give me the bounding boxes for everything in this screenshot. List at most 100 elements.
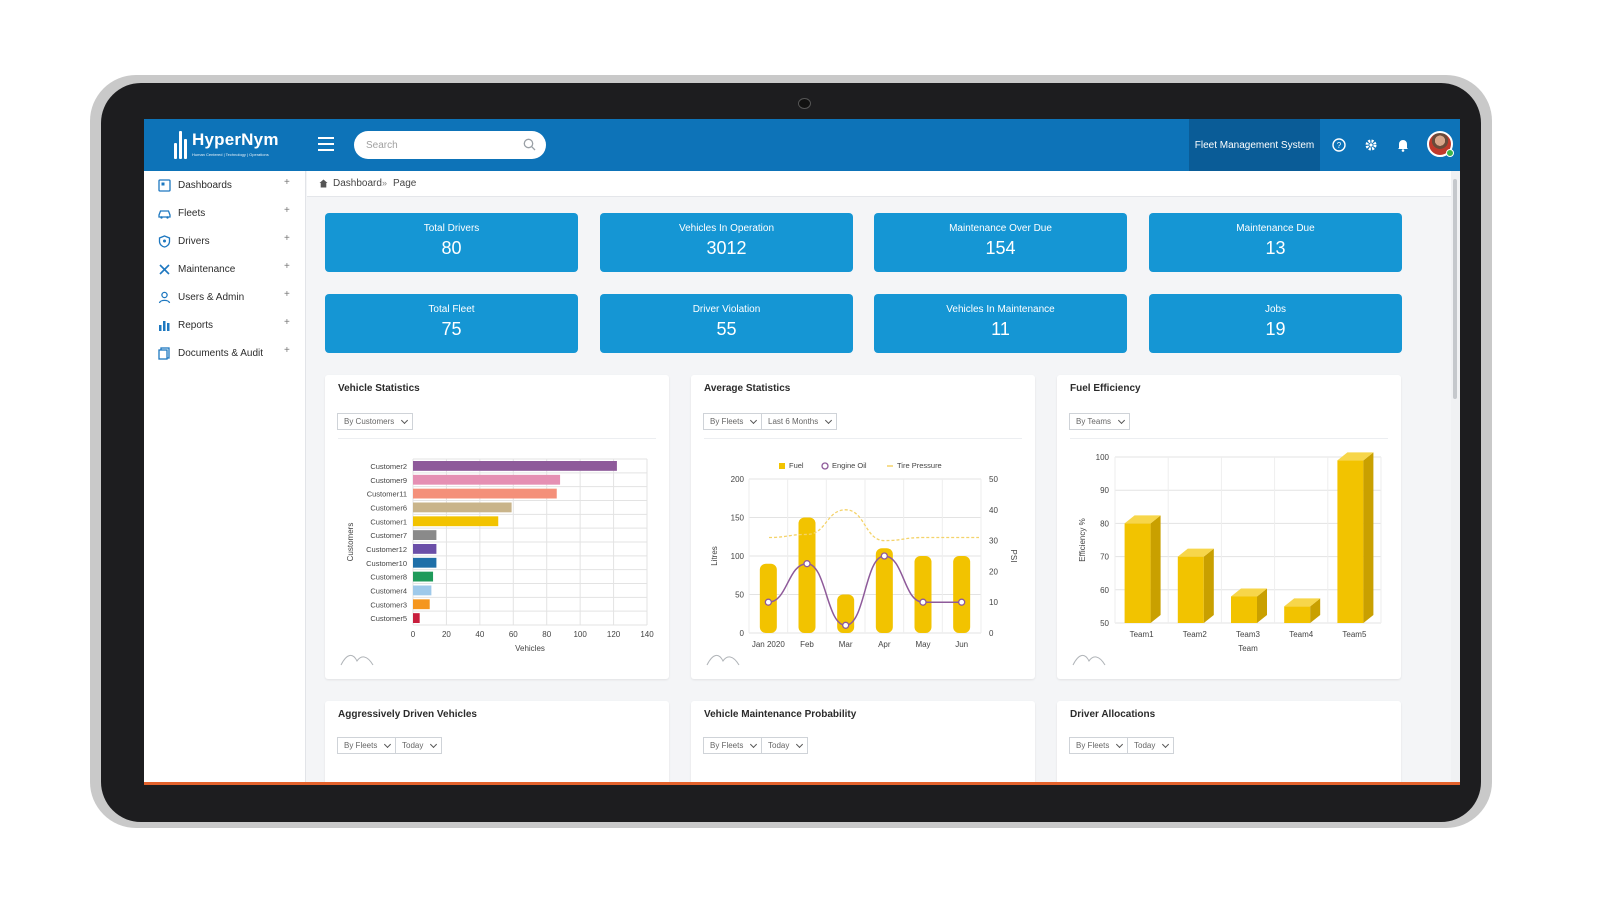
- search-input[interactable]: [366, 137, 516, 153]
- x-tick-label: Mar: [839, 640, 853, 649]
- line-point: [765, 599, 771, 605]
- app-screen: HyperNym Human Centered | Technology | O…: [144, 119, 1460, 784]
- logo-icon: [174, 131, 188, 159]
- search-box: [354, 131, 546, 159]
- aggressive-vehicles-card: Aggressively Driven Vehicles By Fleets T…: [325, 701, 669, 784]
- documents-icon: [158, 347, 171, 360]
- kpi-label: Vehicles In Operation: [600, 223, 853, 234]
- period-dropdown[interactable]: Today: [761, 737, 808, 754]
- kpi-value: 3012: [600, 238, 853, 259]
- bar: [413, 489, 557, 499]
- app-name-badge[interactable]: Fleet Management System: [1189, 119, 1320, 171]
- x-tick-label: Team5: [1342, 630, 1367, 639]
- y-tick-label: 200: [731, 475, 745, 484]
- bar: [413, 544, 436, 554]
- expand-icon[interactable]: +: [284, 177, 290, 188]
- maintenance-probability-card: Vehicle Maintenance Probability By Fleet…: [691, 701, 1035, 784]
- y-tick-label: 150: [731, 514, 745, 523]
- kpi-value: 154: [874, 238, 1127, 259]
- sidebar-item-drivers[interactable]: Drivers +: [144, 228, 306, 256]
- filter-dropdown[interactable]: By Fleets: [1069, 737, 1128, 754]
- user-icon: [158, 291, 171, 304]
- sidebar-item-fleets[interactable]: Fleets +: [144, 200, 306, 228]
- y-tick-label: 50: [735, 591, 744, 600]
- home-icon[interactable]: [319, 179, 328, 188]
- hamburger-menu-icon[interactable]: [318, 137, 334, 151]
- expand-icon[interactable]: +: [284, 289, 290, 300]
- sidebar-item-maintenance[interactable]: Maintenance +: [144, 256, 306, 284]
- bar: [413, 558, 436, 568]
- help-icon[interactable]: ?: [1331, 137, 1347, 153]
- logo-tagline: Human Centered | Technology | Operations: [192, 152, 269, 157]
- vehicle-statistics-card: Vehicle Statistics By Customers 0 20 40 60 8…: [325, 375, 669, 679]
- legend-swatch: [779, 463, 785, 469]
- kpi-vehicles-in-maintenance[interactable]: Vehicles In Maintenance 11: [874, 294, 1127, 353]
- x-tick-label: Jan 2020: [752, 640, 785, 649]
- expand-icon[interactable]: +: [284, 205, 290, 216]
- bar: [953, 556, 970, 633]
- bar: [413, 599, 430, 609]
- filter-dropdown[interactable]: By Fleets: [337, 737, 396, 754]
- period-dropdown[interactable]: Today: [1127, 737, 1174, 754]
- card-title: Aggressively Driven Vehicles: [338, 709, 477, 720]
- bar-side: [1151, 515, 1161, 623]
- bar: [413, 475, 560, 485]
- x-tick-label: 100: [573, 630, 587, 639]
- kpi-total-drivers[interactable]: Total Drivers 80: [325, 213, 578, 272]
- card-title: Vehicle Maintenance Probability: [704, 709, 856, 720]
- y-tick-label: Customer2: [370, 462, 407, 471]
- expand-icon[interactable]: +: [284, 233, 290, 244]
- bar: [413, 461, 617, 471]
- kpi-driver-violation[interactable]: Driver Violation 55: [600, 294, 853, 353]
- period-dropdown[interactable]: Today: [395, 737, 442, 754]
- legend-label: Tire Pressure: [897, 461, 942, 470]
- y2-axis-label: PSI: [1009, 550, 1018, 563]
- kpi-label: Vehicles In Maintenance: [874, 304, 1127, 315]
- x-axis-label: Team: [1238, 644, 1258, 653]
- legend-label: Fuel: [789, 461, 804, 470]
- kpi-total-fleet[interactable]: Total Fleet 75: [325, 294, 578, 353]
- x-tick-label: Feb: [800, 640, 814, 649]
- legend-label: Engine Oil: [832, 461, 867, 470]
- y-tick-label: 0: [740, 629, 745, 638]
- sidebar-item-reports[interactable]: Reports +: [144, 312, 306, 340]
- kpi-jobs[interactable]: Jobs 19: [1149, 294, 1402, 353]
- kpi-value: 75: [325, 319, 578, 340]
- y-tick-label: 50: [1100, 619, 1109, 628]
- line-point: [843, 622, 849, 628]
- kpi-value: 80: [325, 238, 578, 259]
- bell-icon[interactable]: [1395, 137, 1411, 153]
- expand-icon[interactable]: +: [284, 345, 290, 356]
- breadcrumb-dashboard-link[interactable]: Dashboard: [333, 178, 382, 189]
- logo[interactable]: HyperNym Human Centered | Technology | O…: [174, 129, 294, 161]
- sidebar-item-users-admin[interactable]: Users & Admin +: [144, 284, 306, 312]
- fuel-efficiency-chart: 50 60 70 80 90 100 Team1 Team2 Team3 Team4 Team5 Te…: [1057, 375, 1401, 679]
- y-tick-label: Customer10: [366, 559, 407, 568]
- expand-icon[interactable]: +: [284, 317, 290, 328]
- sidebar-item-documents-audit[interactable]: Documents & Audit +: [144, 340, 306, 368]
- online-status-dot: [1446, 149, 1454, 157]
- sidebar-item-dashboards[interactable]: Dashboards +: [144, 172, 306, 200]
- kpi-value: 19: [1149, 319, 1402, 340]
- bar: [1178, 557, 1204, 623]
- bar-side: [1363, 452, 1373, 623]
- search-icon[interactable]: [523, 138, 536, 151]
- bar: [413, 613, 420, 623]
- kpi-maintenance-over-due[interactable]: Maintenance Over Due 154: [874, 213, 1127, 272]
- line-point: [881, 553, 887, 559]
- line-point: [920, 599, 926, 605]
- gear-icon[interactable]: [1363, 137, 1379, 153]
- x-tick-label: Team3: [1236, 630, 1261, 639]
- scrollbar-thumb[interactable]: [1453, 179, 1457, 399]
- y-tick-label: Customer4: [370, 586, 407, 595]
- expand-icon[interactable]: +: [284, 261, 290, 272]
- bar-chart-icon: [158, 319, 171, 332]
- sidebar-item-label: Users & Admin: [178, 292, 244, 303]
- x-tick-label: 140: [640, 630, 654, 639]
- filter-dropdown[interactable]: By Fleets: [703, 737, 762, 754]
- kpi-maintenance-due[interactable]: Maintenance Due 13: [1149, 213, 1402, 272]
- bar: [915, 556, 932, 633]
- sidebar-item-label: Documents & Audit: [178, 348, 263, 359]
- kpi-vehicles-in-operation[interactable]: Vehicles In Operation 3012: [600, 213, 853, 272]
- x-tick-label: Jun: [955, 640, 968, 649]
